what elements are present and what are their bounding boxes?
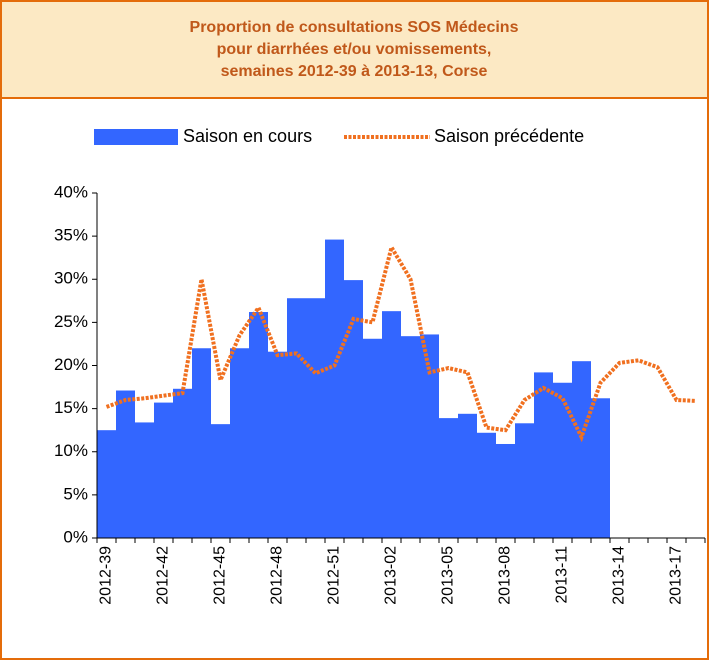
bar — [439, 418, 458, 538]
legend-label: Saison en cours — [183, 126, 312, 146]
x-tick-label: 2012-51 — [326, 546, 343, 605]
bar — [515, 423, 534, 538]
bar — [306, 298, 325, 538]
bar — [192, 348, 211, 538]
y-tick-label: 20% — [54, 355, 88, 374]
x-tick-label: 2013-08 — [497, 546, 514, 605]
bar — [287, 298, 306, 538]
bar — [572, 361, 591, 538]
bar — [553, 382, 572, 538]
bar — [97, 430, 116, 538]
chart-title: semaines 2012-39 à 2013-13, Corse — [221, 63, 488, 80]
bar — [154, 402, 173, 538]
bar — [420, 334, 439, 538]
bar — [496, 443, 515, 538]
bar — [249, 312, 268, 538]
y-tick-label: 35% — [54, 226, 88, 245]
bar — [363, 338, 382, 538]
chart-title: pour diarrhées et/ou vomissements, — [217, 41, 492, 58]
chart-title: Proportion de consultations SOS Médecins — [190, 19, 519, 36]
bar — [135, 422, 154, 538]
y-tick-label: 40% — [54, 182, 88, 201]
x-tick-label: 2013-17 — [668, 546, 685, 605]
x-tick-label: 2013-05 — [440, 546, 457, 605]
y-tick-label: 5% — [63, 484, 88, 503]
y-tick-label: 10% — [54, 441, 88, 460]
x-tick-label: 2012-39 — [98, 546, 115, 605]
x-tick-label: 2012-42 — [155, 546, 172, 605]
x-tick-label: 2013-11 — [554, 546, 571, 604]
y-tick-label: 0% — [63, 527, 88, 546]
bar — [230, 348, 249, 538]
bar — [401, 336, 420, 538]
y-tick-label: 30% — [54, 269, 88, 288]
bar — [211, 424, 230, 538]
bar — [458, 413, 477, 538]
x-tick-label: 2012-45 — [212, 546, 229, 605]
x-tick-label: 2013-14 — [611, 546, 628, 605]
y-tick-label: 15% — [54, 398, 88, 417]
bar — [382, 311, 401, 538]
bar — [477, 432, 496, 538]
bar — [591, 398, 610, 538]
legend-label: Saison précédente — [434, 126, 584, 146]
bar — [268, 351, 287, 538]
line — [105, 242, 696, 443]
x-tick-label: 2013-02 — [383, 546, 400, 605]
bar — [116, 390, 135, 538]
title-box — [0, 0, 709, 99]
bar — [344, 280, 363, 538]
y-tick-label: 25% — [54, 312, 88, 331]
x-tick-label: 2012-48 — [269, 546, 286, 605]
bar — [534, 372, 553, 538]
bar — [325, 239, 344, 538]
bar — [173, 388, 192, 538]
plot: 0% 5% 10% 15% 20% 25% 30% 35% 40% 2012-39 2012-42 2… — [54, 126, 706, 605]
legend-swatch — [94, 129, 178, 145]
